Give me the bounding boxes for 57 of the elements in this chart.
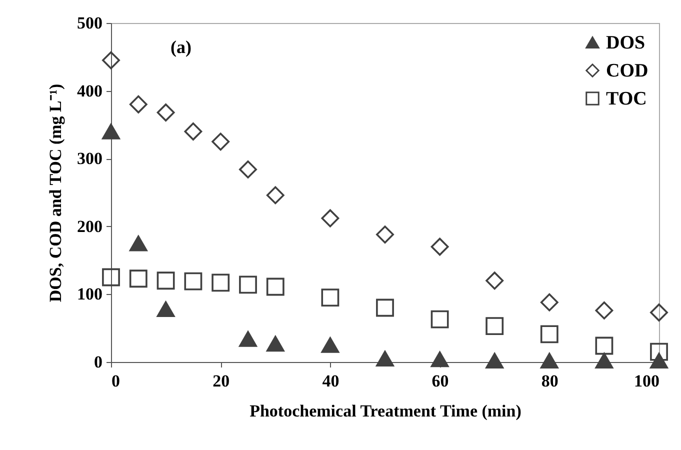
point xyxy=(650,304,668,322)
point xyxy=(129,235,148,252)
x-tick-label: 100 xyxy=(634,372,660,390)
point xyxy=(102,268,120,286)
y-tick-label: 500 xyxy=(77,14,102,32)
x-tick-label: 40 xyxy=(322,372,340,390)
point xyxy=(156,272,175,290)
legend-label: TOC xyxy=(606,88,647,110)
point xyxy=(650,342,668,361)
point xyxy=(540,325,558,344)
legend-label: DOS xyxy=(606,32,646,54)
y-tick-label: 200 xyxy=(77,216,102,236)
point xyxy=(595,336,614,355)
y-tick-label: 0 xyxy=(94,352,102,372)
point xyxy=(239,276,257,294)
point xyxy=(184,272,202,290)
point xyxy=(376,226,394,244)
point xyxy=(156,301,175,317)
y-axis-title: DOS, COD and TOC (mg L⁻¹) xyxy=(46,84,65,302)
y-tick-label: 100 xyxy=(77,284,102,304)
point xyxy=(212,132,230,151)
y-tick-label: 300 xyxy=(77,149,102,168)
point xyxy=(321,209,340,228)
point xyxy=(239,160,257,178)
point xyxy=(129,95,148,114)
point xyxy=(486,272,504,290)
point xyxy=(184,122,202,140)
x-tick-label: 60 xyxy=(432,372,449,390)
annotation: (a) xyxy=(170,37,192,57)
point xyxy=(266,336,284,352)
point xyxy=(266,278,284,296)
legend-label: COD xyxy=(606,60,648,82)
point xyxy=(129,270,148,288)
point xyxy=(376,350,394,366)
point xyxy=(239,331,257,347)
point xyxy=(266,186,284,204)
point xyxy=(376,298,394,317)
x-tick-label: 80 xyxy=(541,372,558,390)
point xyxy=(321,337,340,353)
x-axis-title: Photochemical Treatment Time (min) xyxy=(250,402,522,420)
point xyxy=(430,310,449,328)
point xyxy=(595,352,614,369)
point xyxy=(321,288,340,307)
point xyxy=(540,293,558,312)
point xyxy=(430,351,449,368)
y-tick-label: 400 xyxy=(77,81,102,100)
point xyxy=(430,238,449,256)
point xyxy=(156,104,175,122)
x-tick-label: 0 xyxy=(112,372,120,390)
point xyxy=(595,302,614,320)
point xyxy=(486,352,504,369)
point xyxy=(102,51,120,70)
point xyxy=(540,352,558,369)
point xyxy=(102,124,120,140)
x-tick-label: 20 xyxy=(212,372,230,390)
point xyxy=(486,317,504,336)
point xyxy=(212,274,230,292)
